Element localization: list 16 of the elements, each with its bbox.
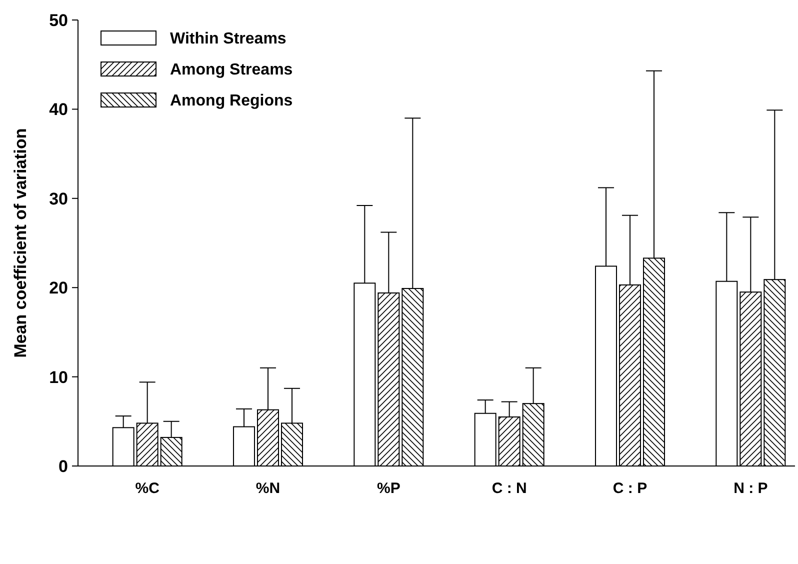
legend-label: Among Streams	[170, 62, 293, 79]
y-axis-title: Mean coefficient of variation	[11, 128, 30, 358]
y-tick-label: 20	[49, 278, 68, 298]
x-tick-label: C : N	[492, 480, 527, 497]
y-tick-label: 10	[49, 368, 68, 387]
x-tick-label: N : P	[734, 480, 768, 497]
legend-label: Within Streams	[170, 30, 286, 48]
y-tick-label: 0	[58, 456, 68, 476]
x-tick-label: C : P	[612, 480, 648, 497]
y-tick-label: 30	[49, 189, 68, 208]
legend-label: Among Regions	[170, 92, 293, 110]
x-tick-label: %N	[256, 480, 280, 497]
y-tick-label: 50	[49, 10, 68, 30]
y-tick-label: 40	[49, 100, 68, 120]
x-tick-label: %P	[376, 480, 400, 497]
x-tick-label: %C	[135, 480, 160, 497]
